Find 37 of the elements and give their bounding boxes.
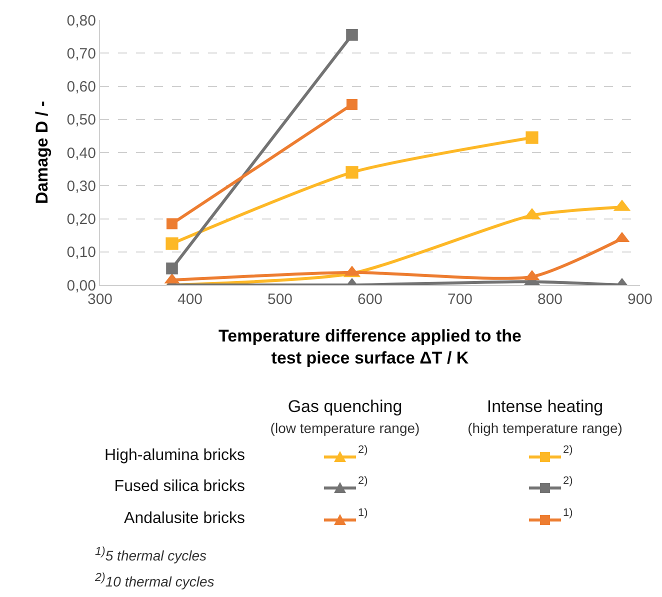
text: 2) [358, 475, 368, 487]
x-axis-title: Temperature difference applied to the test piece surface ΔT / K [218, 326, 522, 368]
text: (high temperature range) [468, 420, 622, 436]
text: 1) [563, 507, 573, 519]
point [166, 237, 178, 250]
x-tick-label: 500 [267, 291, 293, 308]
y-tick-label: 0,60 [66, 78, 96, 96]
text: $^{2)}$10 thermal cycles [95, 571, 214, 590]
y-tick-label: 0,40 [66, 144, 96, 162]
text: (low temperature range) [270, 420, 420, 436]
text: 2) [563, 475, 573, 487]
text: Fused silica bricks [114, 478, 245, 496]
x-tick-label: 700 [447, 291, 473, 308]
point [526, 131, 538, 144]
y-tick-label: 0,30 [66, 178, 96, 195]
x-tick-label: 800 [537, 291, 563, 308]
y-axis-title: Damage D / - [32, 101, 52, 204]
point [346, 166, 358, 179]
text: Andalusite bricks [124, 510, 245, 528]
y-tick-label: 0,20 [66, 211, 96, 228]
text: High-alumina bricks [104, 447, 245, 465]
x-tick-label: 900 [627, 291, 653, 308]
text: 2) [358, 444, 368, 456]
text: Gas quenching [288, 397, 402, 417]
point [346, 29, 358, 41]
y-tick-label: 0,80 [66, 12, 96, 30]
y-tick-label: 0,10 [66, 244, 96, 262]
point [166, 218, 178, 230]
point [346, 98, 358, 110]
text: Intense heating [486, 397, 604, 417]
x-tick-label: 400 [177, 291, 203, 308]
x-tick-label: 600 [357, 291, 383, 308]
y-tick-label: 0,50 [66, 112, 96, 129]
text: 2) [563, 444, 573, 456]
y-tick-label: 0,70 [66, 45, 96, 62]
text: $^{1)}$5 thermal cycles [95, 545, 207, 564]
text: 1) [358, 507, 368, 519]
